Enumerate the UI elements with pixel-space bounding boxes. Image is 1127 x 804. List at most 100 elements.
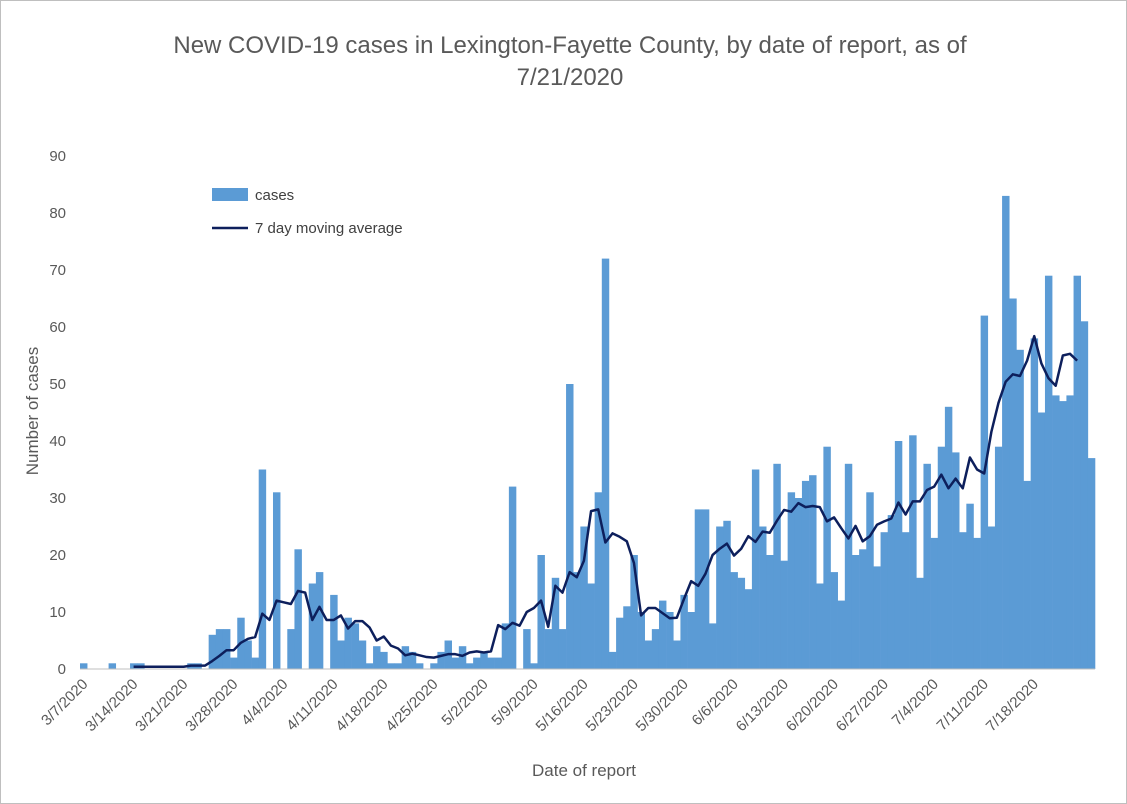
bar-cases (644, 640, 653, 669)
bar-cases (694, 509, 703, 669)
y-axis-label: Number of cases (23, 347, 42, 476)
y-tick-label: 90 (49, 148, 66, 165)
bar-cases (780, 560, 788, 669)
legend: cases 7 day moving average (212, 187, 403, 237)
bar-cases (637, 612, 645, 669)
bar-cases (430, 663, 438, 669)
bar-cases (465, 663, 474, 669)
bar-cases (580, 526, 588, 669)
bar-cases (737, 577, 746, 669)
bar-cases (594, 492, 603, 669)
bar-cases (308, 583, 317, 669)
bar-cases (844, 463, 853, 669)
bar-cases (944, 406, 953, 669)
x-tick-labels: 3/7/20203/14/20203/21/20203/28/20204/4/2… (38, 676, 1042, 735)
legend-swatch-cases (212, 188, 248, 201)
legend-label-cases: cases (255, 187, 294, 204)
bar-cases (930, 537, 939, 669)
bar-cases (387, 663, 395, 669)
bar-cases (1030, 338, 1039, 669)
bar-cases (994, 446, 1003, 669)
bar-cases (894, 441, 903, 669)
bar-cases (851, 555, 860, 669)
bar-cases (923, 463, 931, 669)
bar-cases (1073, 275, 1082, 669)
y-tick-label: 80 (49, 205, 66, 222)
bar-cases (1080, 321, 1089, 669)
bar-cases (487, 657, 495, 669)
x-tick-label: 4/18/2020 (332, 676, 391, 735)
bar-cases (973, 537, 981, 669)
bar-cases (980, 315, 989, 669)
bar-cases (494, 657, 503, 669)
bar-cases (558, 629, 567, 669)
bar-cases (523, 629, 531, 669)
bar-cases (473, 657, 481, 669)
bar-cases (751, 469, 760, 669)
bar-cases (916, 577, 924, 669)
bar-cases (573, 572, 581, 669)
bar-cases (680, 594, 688, 669)
bar-cases (294, 549, 302, 669)
bar-cases (909, 435, 917, 669)
bar-cases (873, 566, 881, 669)
x-tick-label: 6/13/2020 (733, 676, 792, 735)
bar-cases (651, 629, 660, 669)
bar-cases (1087, 458, 1096, 669)
bar-cases (673, 640, 681, 669)
x-tick-label: 5/23/2020 (583, 676, 642, 735)
y-tick-label: 20 (49, 547, 66, 564)
bar-cases (401, 646, 410, 669)
bar-cases (937, 446, 946, 669)
bar-cases (251, 657, 259, 669)
x-tick-label: 7/18/2020 (983, 676, 1042, 735)
bar-cases (1009, 298, 1017, 669)
bar-cases (315, 572, 324, 669)
bar-cases (437, 651, 445, 669)
bar-cases (458, 646, 467, 669)
bar-cases (537, 555, 545, 669)
bar-cases (258, 469, 267, 669)
bars-layer (80, 195, 1096, 669)
x-tick-label: 6/27/2020 (833, 676, 892, 735)
x-tick-label: 7/11/2020 (934, 676, 992, 734)
bar-cases (272, 492, 281, 669)
bar-cases (723, 520, 731, 669)
bar-cases (373, 646, 381, 669)
bar-cases (1023, 480, 1031, 669)
bar-cases (365, 663, 374, 669)
y-tick-label: 60 (49, 319, 66, 336)
chart-title: New COVID-19 cases in Lexington-Fayette … (173, 32, 967, 91)
bar-cases (716, 526, 724, 669)
bar-cases (337, 640, 345, 669)
bar-cases (1059, 401, 1067, 669)
bar-cases (823, 446, 831, 669)
bar-cases (987, 526, 996, 669)
bar-cases (508, 486, 517, 669)
bar-cases (658, 600, 667, 669)
bar-cases (451, 657, 460, 669)
x-tick-label: 3/21/2020 (132, 676, 191, 735)
bar-cases (1002, 195, 1010, 669)
y-tick-label: 40 (49, 433, 66, 450)
x-tick-label: 6/20/2020 (783, 676, 842, 735)
bar-cases (759, 526, 767, 669)
bar-cases (666, 612, 674, 669)
bar-cases (959, 532, 967, 669)
bar-cases (394, 663, 402, 669)
bar-cases (887, 515, 896, 669)
bar-cases (809, 475, 817, 669)
bar-cases (530, 663, 538, 669)
bar-cases (837, 600, 846, 669)
bar-cases (801, 480, 810, 669)
bar-cases (408, 651, 417, 669)
bar-cases (587, 583, 595, 669)
bar-cases (866, 492, 874, 669)
bar-cases (730, 572, 738, 669)
x-tick-label: 5/16/2020 (533, 676, 592, 735)
bar-cases (208, 634, 217, 669)
bar-cases (709, 623, 717, 669)
bar-cases (108, 663, 117, 669)
y-tick-label: 30 (49, 490, 66, 507)
bar-cases (616, 617, 624, 669)
